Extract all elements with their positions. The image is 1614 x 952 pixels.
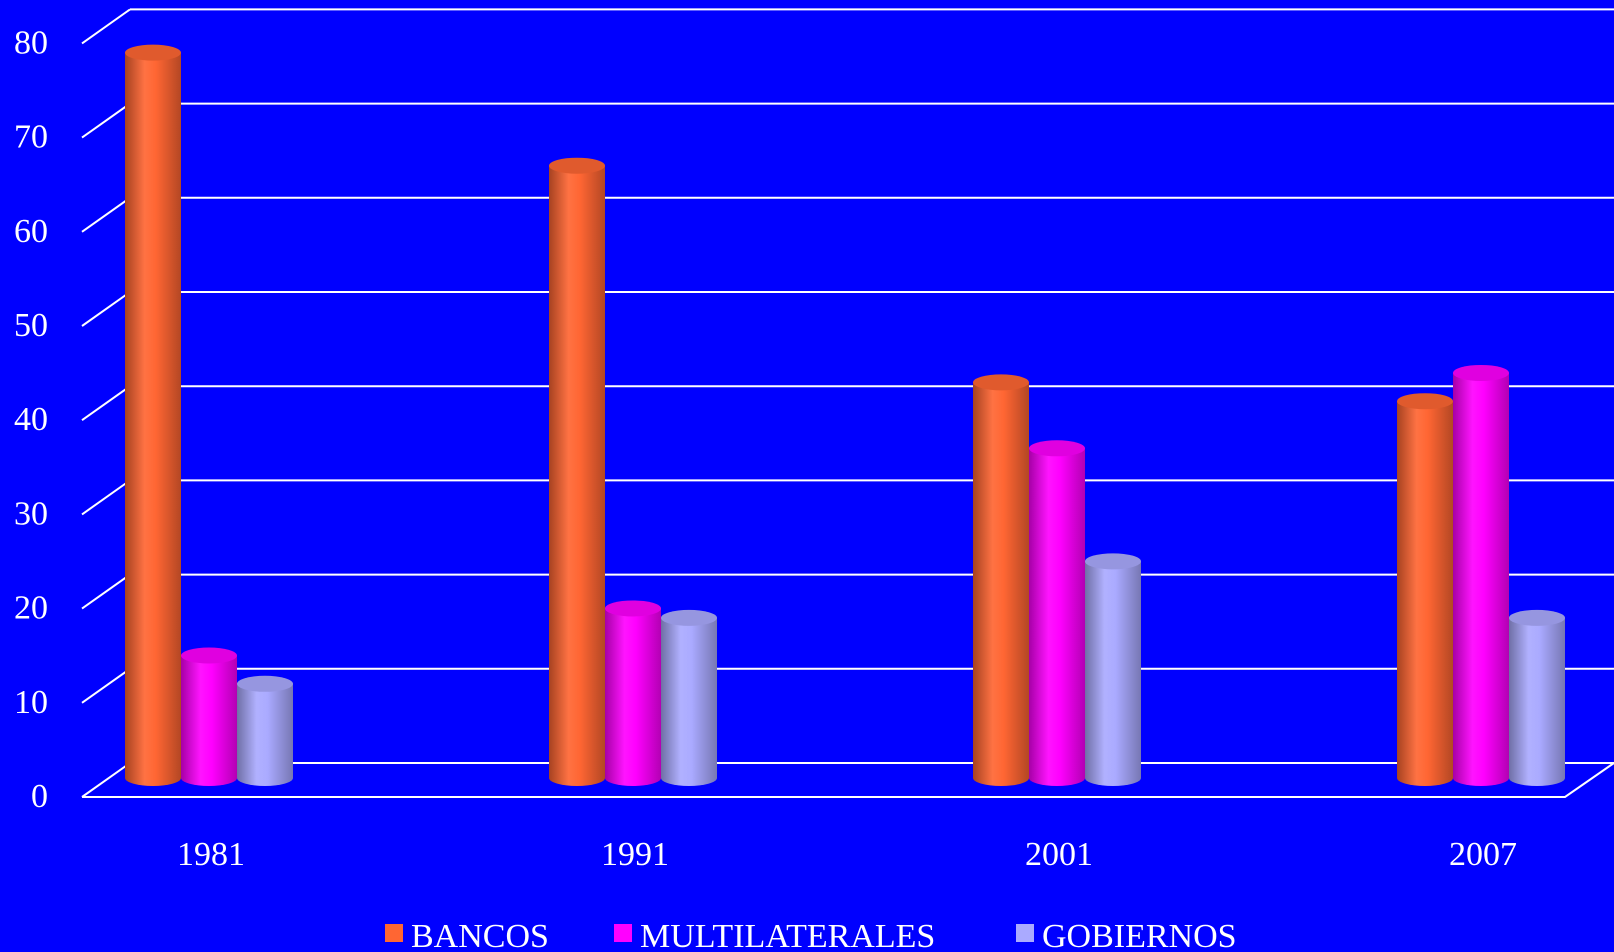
bar-top — [973, 374, 1029, 391]
bar-top — [125, 44, 181, 61]
bar-bancos-2001 — [973, 374, 1029, 786]
y-tick-label: 10 — [14, 684, 48, 721]
bar-gobiernos-1981 — [237, 675, 293, 786]
bar-top — [1397, 393, 1453, 410]
legend-label: BANCOS — [411, 918, 549, 952]
y-axis-tick — [81, 102, 131, 139]
y-axis-tick — [81, 762, 131, 798]
x-tick-label: 2007 — [1449, 836, 1517, 873]
bar-top — [1085, 553, 1141, 570]
y-axis-tick — [81, 573, 131, 610]
bar-top — [1029, 440, 1085, 457]
bar-multilaterales-1991 — [605, 600, 661, 786]
x-tick-label: 1991 — [601, 836, 669, 873]
bar-multilaterales-2001 — [1029, 440, 1085, 786]
bar-body — [661, 617, 717, 786]
bar-top — [605, 600, 661, 617]
bar-body — [1029, 448, 1085, 786]
bar-multilaterales-2007 — [1453, 364, 1509, 786]
y-axis-tick — [81, 8, 131, 45]
legend-swatch — [614, 924, 632, 942]
bar-body — [1453, 372, 1509, 786]
bar-multilaterales-1981 — [181, 647, 237, 786]
bar-body — [1085, 561, 1141, 786]
bars-layer — [125, 44, 1565, 787]
x-tick-label: 1981 — [177, 836, 245, 873]
bar-body — [125, 52, 181, 787]
bar-bancos-2007 — [1397, 393, 1453, 786]
axis-layer: 0 10 20 30 40 50 60 70 80 1981 1991 2001 2007 — [14, 8, 1614, 873]
y-axis-tick — [81, 291, 131, 327]
y-tick-label: 60 — [14, 213, 48, 250]
bar-top — [1453, 364, 1509, 381]
bar-top — [237, 675, 293, 692]
bar-bancos-1991 — [549, 157, 605, 786]
y-tick-label: 30 — [14, 495, 48, 532]
y-axis-tick — [81, 479, 131, 516]
bar-gobiernos-1991 — [661, 609, 717, 786]
bar-top — [181, 647, 237, 664]
bar-body — [237, 683, 293, 786]
bar-gobiernos-2001 — [1085, 553, 1141, 786]
y-tick-label: 40 — [14, 401, 48, 438]
bar-top — [1509, 609, 1565, 626]
legend-label: GOBIERNOS — [1042, 918, 1237, 952]
legend-label: MULTILATERALES — [640, 918, 935, 952]
y-tick-label: 70 — [14, 119, 48, 156]
bar-gobiernos-2007 — [1509, 609, 1565, 786]
bar-body — [973, 382, 1029, 786]
legend-swatch — [1016, 924, 1034, 942]
legend-swatch — [385, 924, 403, 942]
y-tick-label: 80 — [14, 24, 48, 61]
x-tick-label: 2001 — [1025, 836, 1093, 873]
y-axis-tick — [81, 196, 131, 233]
bar-body — [181, 655, 237, 786]
bar-body — [1509, 617, 1565, 786]
legend-item-multilaterales: MULTILATERALES — [614, 918, 935, 952]
y-axis-tick — [81, 385, 131, 422]
y-tick-label: 20 — [14, 590, 48, 627]
floor-edge — [82, 762, 1614, 798]
grid-layer — [130, 8, 1614, 764]
bar-bancos-1981 — [125, 44, 181, 787]
y-tick-label: 50 — [14, 307, 48, 344]
bar-body — [549, 165, 605, 786]
legend-item-bancos: BANCOS — [385, 918, 549, 952]
legend-item-gobiernos: GOBIERNOS — [1016, 918, 1237, 952]
bar-top — [661, 609, 717, 626]
y-axis-tick — [81, 667, 131, 704]
y-tick-label: 0 — [31, 778, 48, 815]
bar-body — [605, 608, 661, 786]
bar-body — [1397, 401, 1453, 786]
legend: BANCOS MULTILATERALES GOBIERNOS — [385, 918, 1237, 952]
bar-top — [549, 157, 605, 174]
